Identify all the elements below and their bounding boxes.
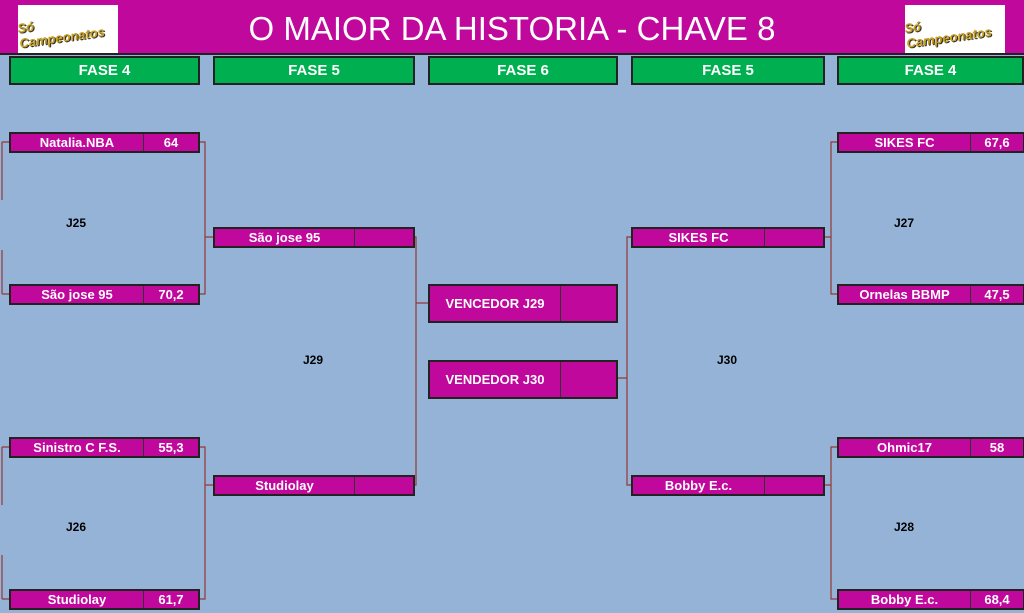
match-slot: Ohmic17 58 <box>837 437 1024 458</box>
team-name: Studiolay <box>215 477 355 494</box>
match-slot: Ornelas BBMP 47,5 <box>837 284 1024 305</box>
game-label: J26 <box>66 520 87 534</box>
team-name: Bobby E.c. <box>839 591 971 608</box>
team-score: 55,3 <box>158 440 184 455</box>
team-score: 47,5 <box>984 287 1010 302</box>
team-score: 64 <box>163 135 179 150</box>
game-label: J27 <box>894 216 915 230</box>
team-name: Studiolay <box>11 591 144 608</box>
team-name: VENCEDOR J29 <box>430 286 561 321</box>
match-slot: São jose 95 <box>213 227 415 248</box>
final-slot: VENCEDOR J29 <box>428 284 618 323</box>
match-slot: Bobby E.c. 68,4 <box>837 589 1024 610</box>
team-name: Sinistro C F.S. <box>11 439 144 456</box>
logo-right: Só Campeonatos <box>903 5 1005 53</box>
team-score <box>561 362 616 397</box>
team-score: 58 <box>989 440 1005 455</box>
team-score: 67,6 <box>984 135 1010 150</box>
match-slot: São jose 95 70,2 <box>9 284 200 305</box>
team-score: 61,7 <box>158 592 184 607</box>
final-slot: VENDEDOR J30 <box>428 360 618 399</box>
title-bar: Só Campeonatos O MAIOR DA HISTORIA - CHA… <box>0 0 1024 55</box>
match-slot: SIKES FC 67,6 <box>837 132 1024 153</box>
team-name: SIKES FC <box>839 134 971 151</box>
team-name: São jose 95 <box>11 286 144 303</box>
team-name: Natalia.NBA <box>11 134 144 151</box>
match-slot: Sinistro C F.S. 55,3 <box>9 437 200 458</box>
match-slot: Studiolay <box>213 475 415 496</box>
team-score <box>765 477 823 494</box>
team-score <box>561 286 616 321</box>
phase-header: FASE 5 <box>213 56 415 85</box>
phase-header: FASE 4 <box>837 56 1024 85</box>
game-label: J25 <box>66 216 87 230</box>
team-score <box>355 477 413 494</box>
team-name: Bobby E.c. <box>633 477 765 494</box>
phase-header: FASE 4 <box>9 56 200 85</box>
team-score: 68,4 <box>984 592 1010 607</box>
match-slot: SIKES FC <box>631 227 825 248</box>
team-name: SIKES FC <box>633 229 765 246</box>
page-title: O MAIOR DA HISTORIA - CHAVE 8 <box>248 10 776 47</box>
phase-header: FASE 5 <box>631 56 825 85</box>
game-label: J29 <box>303 353 324 367</box>
team-name: Ohmic17 <box>839 439 971 456</box>
team-score <box>765 229 823 246</box>
team-name: Ornelas BBMP <box>839 286 971 303</box>
team-score: 70,2 <box>158 287 184 302</box>
team-name: São jose 95 <box>215 229 355 246</box>
team-name: VENDEDOR J30 <box>430 362 561 397</box>
match-slot: Natalia.NBA 64 <box>9 132 200 153</box>
team-score <box>355 229 413 246</box>
match-slot: Studiolay 61,7 <box>9 589 200 610</box>
game-label: J28 <box>894 520 915 534</box>
logo-left: Só Campeonatos <box>16 5 118 53</box>
match-slot: Bobby E.c. <box>631 475 825 496</box>
game-label: J30 <box>717 353 738 367</box>
phase-header: FASE 6 <box>428 56 618 85</box>
